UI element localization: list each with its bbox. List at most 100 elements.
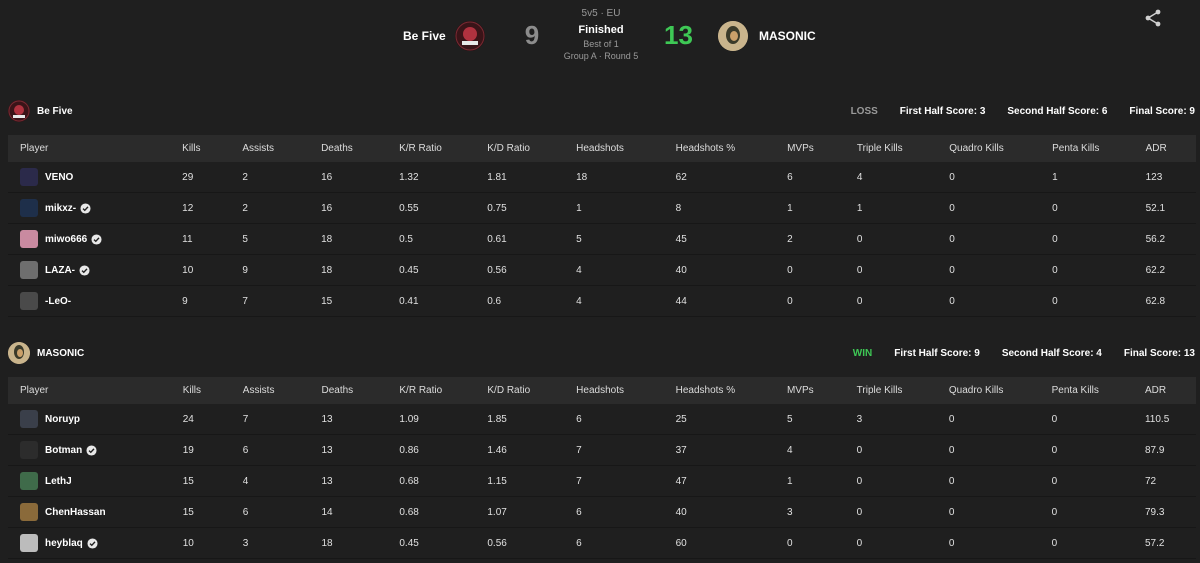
column-header[interactable]: Headshots % xyxy=(663,377,775,404)
stat-cell: 0 xyxy=(936,527,1040,559)
final-score: Final Score: 9 xyxy=(1129,106,1195,117)
player-name[interactable]: VENO xyxy=(45,171,74,183)
column-header[interactable]: Assists xyxy=(230,377,310,404)
stat-cell: 45 xyxy=(663,223,776,255)
player-name[interactable]: Botman xyxy=(45,444,83,456)
stat-cell: 40 xyxy=(663,254,776,286)
column-header[interactable]: Deaths xyxy=(309,377,388,404)
avatar[interactable] xyxy=(20,503,38,521)
player-name[interactable]: miwo666 xyxy=(45,233,88,245)
stat-cell: 5 xyxy=(230,223,310,255)
column-header[interactable]: Penta Kills xyxy=(1039,377,1133,404)
masonic-logo[interactable] xyxy=(718,21,748,51)
team-name[interactable]: MASONIC xyxy=(37,348,85,359)
column-header[interactable]: MVPs xyxy=(775,135,845,162)
column-header[interactable]: ADR xyxy=(1133,135,1196,162)
stat-cell: 0.56 xyxy=(475,527,565,559)
player-name[interactable]: LethJ xyxy=(45,475,72,487)
avatar[interactable] xyxy=(20,534,38,552)
stat-cell: 0 xyxy=(844,527,937,559)
column-header[interactable]: Headshots % xyxy=(663,135,776,162)
column-header[interactable]: K/D Ratio xyxy=(475,135,565,162)
column-header[interactable]: Kills xyxy=(170,377,231,404)
stat-cell: 56.2 xyxy=(1133,223,1196,255)
column-header[interactable]: K/R Ratio xyxy=(387,377,476,404)
player-name[interactable]: LAZA- xyxy=(45,264,75,276)
stat-cell: 12 xyxy=(170,192,231,224)
team-section-header: MASONIC WIN First Half Score: 9 Second H… xyxy=(0,339,1200,369)
stat-cell: 0.6 xyxy=(475,285,565,317)
stat-cell: 0 xyxy=(1039,496,1133,528)
stat-cell: 0 xyxy=(1039,404,1133,435)
stat-cell: 0 xyxy=(1039,434,1133,466)
player-name[interactable]: ChenHassan xyxy=(45,506,106,518)
stat-cell: 16 xyxy=(309,162,388,193)
stat-cell: 6 xyxy=(564,527,664,559)
column-header[interactable]: K/R Ratio xyxy=(387,135,476,162)
column-header[interactable]: Quadro Kills xyxy=(937,135,1041,162)
stat-cell: 0 xyxy=(1039,527,1133,559)
player-name[interactable]: Noruyp xyxy=(45,413,80,425)
stat-cell: 6 xyxy=(775,162,845,193)
stat-cell: 44 xyxy=(663,285,776,317)
match-round: Group A · Round 5 xyxy=(563,51,639,61)
player-cell: LAZA- xyxy=(8,254,171,286)
column-header[interactable]: Triple Kills xyxy=(844,377,937,404)
table-header-row: Player Kills Assists Deaths K/R Ratio K/D Rat… xyxy=(8,135,1196,162)
second-half-score: Second Half Score: 6 xyxy=(1007,106,1108,117)
stat-cell: 0 xyxy=(1040,254,1134,286)
player-name[interactable]: mikxz- xyxy=(45,202,77,214)
team-left-name[interactable]: Be Five xyxy=(403,29,446,43)
column-header[interactable]: Player xyxy=(8,135,171,162)
be-five-logo[interactable] xyxy=(455,21,485,51)
column-header[interactable]: Quadro Kills xyxy=(936,377,1040,404)
column-header[interactable]: Player xyxy=(8,377,171,404)
column-header[interactable]: Deaths xyxy=(309,135,388,162)
stat-cell: 3 xyxy=(844,404,937,435)
avatar[interactable] xyxy=(20,410,38,428)
result-badge: WIN xyxy=(852,348,873,359)
stat-cell: 0.86 xyxy=(387,434,476,466)
team-right-name[interactable]: MASONIC xyxy=(759,29,816,43)
share-button[interactable] xyxy=(1143,8,1163,28)
match-info: 5v5 · EU Finished Best of 1 Group A · Ro… xyxy=(550,8,652,62)
stat-cell: 2 xyxy=(775,223,845,255)
masonic-logo[interactable] xyxy=(8,342,30,364)
avatar[interactable] xyxy=(20,199,38,217)
avatar[interactable] xyxy=(20,261,38,279)
player-name[interactable]: -LeO- xyxy=(45,295,72,307)
column-header[interactable]: Penta Kills xyxy=(1040,135,1134,162)
avatar[interactable] xyxy=(20,292,38,310)
team-name[interactable]: Be Five xyxy=(37,106,73,117)
table-row: LAZA- 10 9 18 0.45 0.56 4 40 0 0 0 0 62.2 xyxy=(8,254,1196,286)
column-header[interactable]: Assists xyxy=(230,135,310,162)
avatar[interactable] xyxy=(20,441,38,459)
stat-cell: 8 xyxy=(663,192,776,224)
avatar[interactable] xyxy=(20,168,38,186)
column-header[interactable]: Triple Kills xyxy=(844,135,938,162)
result-badge: LOSS xyxy=(850,106,878,117)
verified-badge-icon xyxy=(79,264,90,276)
stat-cell: 25 xyxy=(663,404,775,435)
stat-cell: 0 xyxy=(937,285,1041,317)
avatar[interactable] xyxy=(20,230,38,248)
stat-cell: 2 xyxy=(230,192,310,224)
table-row: heyblaq 10 3 18 0.45 0.56 6 60 0 0 0 0 57.2 xyxy=(8,527,1196,559)
column-header[interactable]: Headshots xyxy=(564,135,664,162)
stat-cell: 0.68 xyxy=(387,465,476,497)
verified-badge-icon xyxy=(80,202,91,214)
column-header[interactable]: Kills xyxy=(170,135,231,162)
column-header[interactable]: ADR xyxy=(1132,377,1196,404)
column-header[interactable]: Headshots xyxy=(564,377,664,404)
column-header[interactable]: MVPs xyxy=(774,377,845,404)
stat-cell: 0.45 xyxy=(387,527,476,559)
stat-cell: 1 xyxy=(775,192,845,224)
player-name[interactable]: heyblaq xyxy=(45,537,83,549)
avatar[interactable] xyxy=(20,472,38,490)
player-cell: LethJ xyxy=(8,465,171,497)
stat-cell: 0 xyxy=(1040,192,1134,224)
column-header[interactable]: K/D Ratio xyxy=(475,377,565,404)
stat-cell: 0 xyxy=(774,527,845,559)
stat-cell: 18 xyxy=(309,223,388,255)
be-five-logo[interactable] xyxy=(8,100,30,122)
